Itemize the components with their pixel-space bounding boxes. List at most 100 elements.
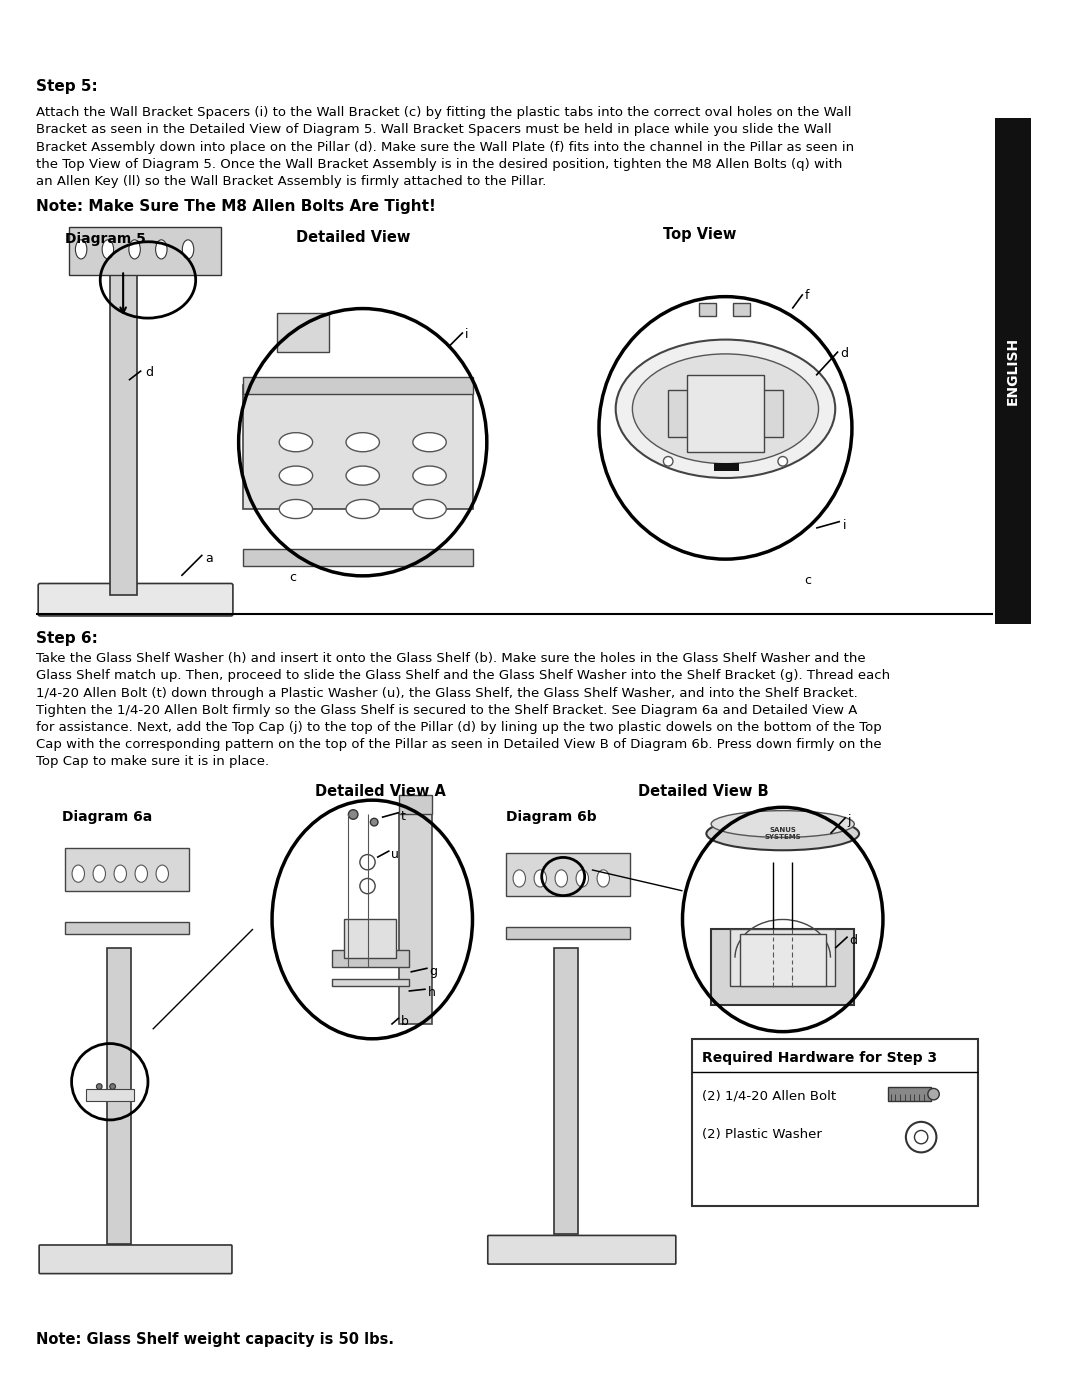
- Circle shape: [349, 810, 357, 819]
- Ellipse shape: [535, 870, 546, 887]
- Text: a: a: [205, 552, 213, 564]
- Bar: [554, 949, 578, 1235]
- Text: for assistance. Next, add the Top Cap (j) to the top of the Pillar (d) by lining: for assistance. Next, add the Top Cap (j…: [37, 721, 882, 733]
- Bar: [333, 979, 408, 986]
- Text: d: d: [850, 933, 858, 947]
- Text: (2) Plastic Washer: (2) Plastic Washer: [702, 1127, 822, 1140]
- Text: (2) 1/4-20 Allen Bolt: (2) 1/4-20 Allen Bolt: [702, 1090, 836, 1102]
- Ellipse shape: [135, 865, 148, 883]
- Ellipse shape: [72, 865, 84, 883]
- Bar: [699, 303, 716, 316]
- Text: b: b: [401, 1016, 409, 1028]
- Ellipse shape: [576, 870, 589, 887]
- Bar: [65, 848, 189, 891]
- Bar: [399, 814, 432, 1024]
- Text: Attach the Wall Bracket Spacers (i) to the Wall Bracket (c) by fitting the plast: Attach the Wall Bracket Spacers (i) to t…: [37, 106, 852, 119]
- Text: Top Cap to make sure it is in place.: Top Cap to make sure it is in place.: [37, 756, 269, 768]
- Text: u: u: [391, 848, 400, 861]
- Text: d: d: [840, 346, 848, 360]
- Text: Detailed View B: Detailed View B: [637, 784, 768, 799]
- Ellipse shape: [114, 865, 126, 883]
- Ellipse shape: [413, 433, 446, 451]
- Ellipse shape: [103, 240, 113, 258]
- Text: Detailed View A: Detailed View A: [315, 784, 446, 799]
- Text: Cap with the corresponding pattern on the top of the Pillar as seen in Detailed : Cap with the corresponding pattern on th…: [37, 738, 882, 752]
- Ellipse shape: [280, 433, 312, 451]
- Ellipse shape: [711, 810, 854, 837]
- Ellipse shape: [706, 817, 859, 851]
- Ellipse shape: [413, 500, 446, 518]
- FancyBboxPatch shape: [488, 1235, 676, 1264]
- Bar: [692, 1039, 978, 1206]
- Ellipse shape: [280, 467, 312, 485]
- Text: 1/4-20 Allen Bolt (t) down through a Plastic Washer (u), the Glass Shelf, the Gl: 1/4-20 Allen Bolt (t) down through a Pla…: [37, 686, 858, 700]
- Ellipse shape: [157, 865, 168, 883]
- Text: i: i: [464, 328, 469, 341]
- Bar: [733, 303, 751, 316]
- Circle shape: [370, 819, 378, 826]
- Bar: [399, 795, 432, 814]
- Text: Take the Glass Shelf Washer (h) and insert it onto the Glass Shelf (b). Make sur: Take the Glass Shelf Washer (h) and inse…: [37, 652, 866, 665]
- Text: j: j: [848, 814, 851, 827]
- Text: Note: Glass Shelf weight capacity is 50 lbs.: Note: Glass Shelf weight capacity is 50 …: [37, 1331, 394, 1347]
- Ellipse shape: [555, 870, 567, 887]
- Bar: [888, 1087, 931, 1101]
- Text: SANUS
SYSTEMS: SANUS SYSTEMS: [765, 827, 801, 840]
- Bar: [243, 386, 473, 509]
- Bar: [243, 549, 473, 566]
- Text: Glass Shelf match up. Then, proceed to slide the Glass Shelf and the Glass Shelf: Glass Shelf match up. Then, proceed to s…: [37, 669, 890, 682]
- Text: h: h: [428, 986, 435, 999]
- Circle shape: [110, 1084, 116, 1090]
- Ellipse shape: [129, 240, 140, 258]
- Bar: [65, 922, 189, 933]
- Bar: [333, 950, 408, 967]
- Bar: [505, 852, 630, 895]
- Bar: [995, 117, 1031, 623]
- Text: g: g: [430, 965, 437, 978]
- Text: Step 6:: Step 6:: [37, 631, 98, 647]
- Ellipse shape: [597, 870, 609, 887]
- Circle shape: [906, 1122, 936, 1153]
- Bar: [343, 919, 396, 958]
- Text: Bracket Assembly down into place on the Pillar (d). Make sure the Wall Plate (f): Bracket Assembly down into place on the …: [37, 141, 854, 154]
- Ellipse shape: [156, 240, 167, 258]
- Text: the Top View of Diagram 5. Once the Wall Bracket Assembly is in the desired posi: the Top View of Diagram 5. Once the Wall…: [37, 158, 842, 170]
- Bar: [711, 929, 854, 1006]
- Text: c: c: [805, 574, 812, 587]
- Text: Tighten the 1/4-20 Allen Bolt firmly so the Glass Shelf is secured to the Shelf : Tighten the 1/4-20 Allen Bolt firmly so …: [37, 704, 858, 717]
- Bar: [730, 929, 835, 986]
- Text: t: t: [401, 810, 406, 823]
- Circle shape: [96, 1084, 103, 1090]
- Bar: [86, 1090, 134, 1101]
- Ellipse shape: [346, 467, 379, 485]
- Ellipse shape: [346, 500, 379, 518]
- Ellipse shape: [616, 339, 835, 478]
- Text: Required Hardware for Step 3: Required Hardware for Step 3: [702, 1051, 936, 1065]
- Text: Diagram 6a: Diagram 6a: [62, 810, 152, 824]
- Bar: [669, 390, 783, 437]
- Text: an Allen Key (ll) so the Wall Bracket Assembly is firmly attached to the Pillar.: an Allen Key (ll) so the Wall Bracket As…: [37, 175, 546, 189]
- Ellipse shape: [413, 467, 446, 485]
- Text: Diagram 6b: Diagram 6b: [505, 810, 596, 824]
- FancyBboxPatch shape: [39, 1245, 232, 1274]
- Ellipse shape: [280, 500, 312, 518]
- Circle shape: [928, 1088, 940, 1099]
- Bar: [505, 928, 630, 939]
- Text: i: i: [842, 518, 847, 532]
- Bar: [276, 313, 329, 352]
- Text: d: d: [145, 366, 153, 379]
- Text: Detailed View: Detailed View: [296, 231, 410, 246]
- Ellipse shape: [513, 870, 526, 887]
- Ellipse shape: [183, 240, 193, 258]
- Bar: [687, 376, 764, 451]
- Bar: [740, 933, 826, 986]
- Bar: [107, 949, 131, 1243]
- Circle shape: [663, 457, 673, 467]
- Text: Top View: Top View: [663, 228, 737, 243]
- Text: Bracket as seen in the Detailed View of Diagram 5. Wall Bracket Spacers must be : Bracket as seen in the Detailed View of …: [37, 123, 832, 137]
- Bar: [243, 377, 473, 394]
- Ellipse shape: [633, 353, 819, 464]
- Text: ENGLISH: ENGLISH: [1005, 337, 1020, 405]
- Text: f: f: [805, 289, 809, 303]
- FancyBboxPatch shape: [38, 584, 233, 616]
